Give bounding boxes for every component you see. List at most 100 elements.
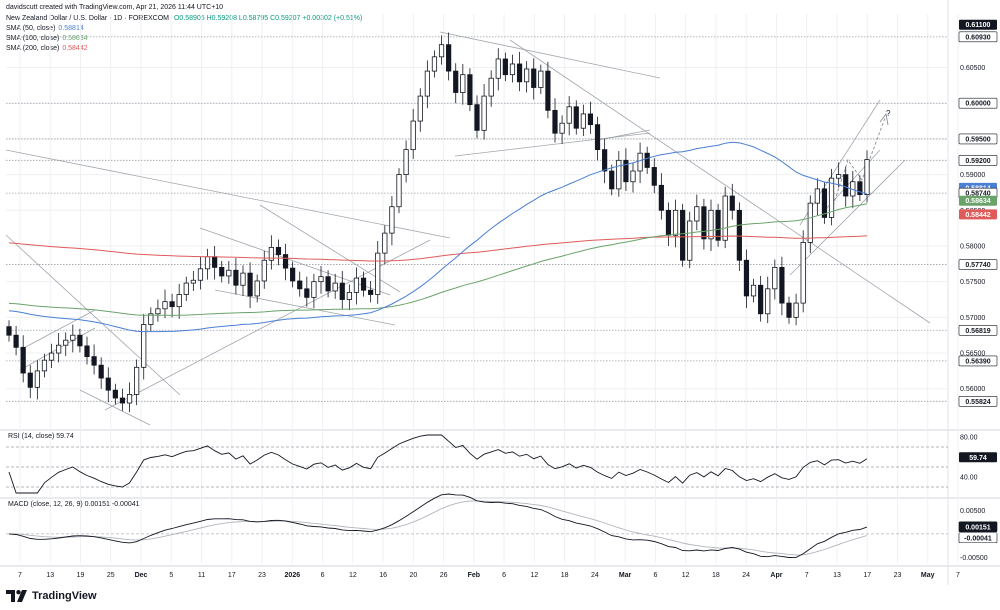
x-tick-label: 25 bbox=[107, 572, 115, 579]
sma200-value: 0.58442 bbox=[62, 45, 88, 52]
candle-up bbox=[765, 288, 771, 315]
macd-signal-line bbox=[8, 500, 868, 556]
sma200-label: SMA (200, close) bbox=[6, 45, 60, 52]
y-tick-label: 0.57500 bbox=[960, 279, 985, 286]
candle-up bbox=[204, 256, 211, 270]
price-label-bg bbox=[958, 355, 998, 367]
tradingview-footer: TradingView bbox=[6, 587, 97, 605]
candle-up bbox=[687, 220, 693, 261]
price-label-bg bbox=[958, 31, 998, 43]
candle-up bbox=[864, 159, 870, 195]
trend-line bbox=[79, 389, 151, 426]
candle-down bbox=[623, 159, 629, 183]
candle-down bbox=[453, 70, 459, 93]
candle-up bbox=[637, 152, 643, 172]
candle-up bbox=[48, 352, 55, 361]
candle-down bbox=[467, 74, 473, 106]
candle-down bbox=[758, 284, 764, 315]
x-tick-label: 6 bbox=[321, 572, 325, 579]
candle-up bbox=[772, 266, 778, 290]
x-tick-label: 18 bbox=[712, 572, 720, 579]
ohlc-values: O0.58905 H0.59208 L0.58795 C0.59207 +0.0… bbox=[173, 15, 363, 22]
candle-up bbox=[190, 279, 196, 284]
trend-line bbox=[214, 289, 396, 326]
candle-up bbox=[524, 68, 530, 83]
trend-line bbox=[799, 99, 881, 226]
candle-up bbox=[438, 44, 445, 58]
sma200-line bbox=[8, 235, 868, 262]
price-label-bg bbox=[958, 396, 998, 407]
candle-down bbox=[701, 206, 707, 240]
candle-up bbox=[509, 63, 516, 76]
price-label-bg bbox=[959, 209, 997, 220]
sma100-value: 0.58634 bbox=[62, 35, 88, 42]
rsi-tick-label: 80.00 bbox=[960, 435, 978, 442]
candle-up bbox=[346, 291, 352, 300]
candle-down bbox=[169, 301, 175, 308]
macd-value-bg bbox=[958, 532, 998, 544]
candle-up bbox=[382, 232, 388, 254]
candle-up bbox=[807, 202, 813, 243]
candle-down bbox=[736, 209, 742, 261]
trend-line bbox=[439, 31, 661, 79]
x-tick-label: 6 bbox=[653, 572, 657, 579]
candle-up bbox=[41, 359, 48, 372]
candle-up bbox=[176, 294, 182, 308]
candle-up bbox=[240, 272, 246, 286]
candle-up bbox=[311, 281, 317, 298]
candle-down bbox=[545, 70, 551, 111]
candle-up bbox=[134, 366, 140, 395]
candle-down bbox=[368, 289, 374, 295]
candle-up bbox=[424, 70, 430, 97]
candle-up bbox=[261, 259, 267, 282]
price-label-bg bbox=[958, 133, 998, 145]
candle-down bbox=[27, 372, 33, 388]
candle-down bbox=[587, 113, 594, 126]
candle-down bbox=[360, 277, 367, 291]
sma50-legend[interactable]: SMA (50, close) 0.58814 bbox=[6, 24, 84, 33]
candle-down bbox=[119, 397, 126, 404]
y-tick-label: 0.57000 bbox=[960, 315, 985, 322]
x-tick-label: 11 bbox=[198, 572, 205, 579]
candle-up bbox=[722, 195, 728, 241]
candle-down bbox=[729, 195, 735, 211]
candle-up bbox=[488, 77, 494, 97]
candle-up bbox=[580, 113, 586, 129]
price-axis-label: 0.59200 bbox=[965, 158, 990, 165]
price-axis-label: 0.57740 bbox=[965, 262, 990, 269]
candle-up bbox=[460, 74, 466, 93]
x-tick-label: 6 bbox=[502, 572, 506, 579]
symbol-name: New Zealand Dollar / U.S. Dollar · 1D · … bbox=[6, 15, 169, 22]
candle-down bbox=[609, 170, 615, 190]
candle-down bbox=[13, 334, 19, 348]
x-tick-label: 13 bbox=[46, 572, 54, 579]
forecast-arrowhead bbox=[879, 112, 889, 126]
candle-down bbox=[84, 345, 90, 358]
x-tick-label: 23 bbox=[258, 572, 266, 579]
tradingview-logo-text: TradingView bbox=[32, 590, 97, 602]
price-axis-label: 0.56390 bbox=[965, 358, 990, 365]
candle-up bbox=[481, 95, 487, 131]
x-tick-label: 2026 bbox=[285, 572, 301, 579]
candle-up bbox=[559, 122, 565, 134]
candle-down bbox=[779, 266, 785, 304]
candle-down bbox=[516, 63, 523, 83]
macd-value-label: -0.00041 bbox=[964, 535, 992, 542]
candle-down bbox=[786, 302, 792, 318]
price-axis-label: 0.60930 bbox=[965, 34, 990, 41]
candle-up bbox=[197, 268, 204, 281]
rsi-value-bg bbox=[959, 452, 997, 463]
trend-line bbox=[5, 149, 451, 239]
sma200-legend[interactable]: SMA (200, close) 0.58442 bbox=[6, 44, 88, 53]
x-tick-label: Apr bbox=[770, 572, 782, 579]
candle-up bbox=[34, 370, 40, 388]
y-tick-label: 0.59000 bbox=[960, 172, 985, 179]
sma100-legend[interactable]: SMA (100, close) 0.58634 bbox=[6, 34, 88, 43]
candle-up bbox=[141, 324, 147, 368]
x-tick-label: 12 bbox=[682, 572, 690, 579]
candle-up bbox=[126, 394, 133, 404]
x-tick-label: Feb bbox=[468, 572, 480, 579]
trend-line bbox=[789, 159, 906, 276]
x-tick-label: 24 bbox=[591, 572, 599, 579]
